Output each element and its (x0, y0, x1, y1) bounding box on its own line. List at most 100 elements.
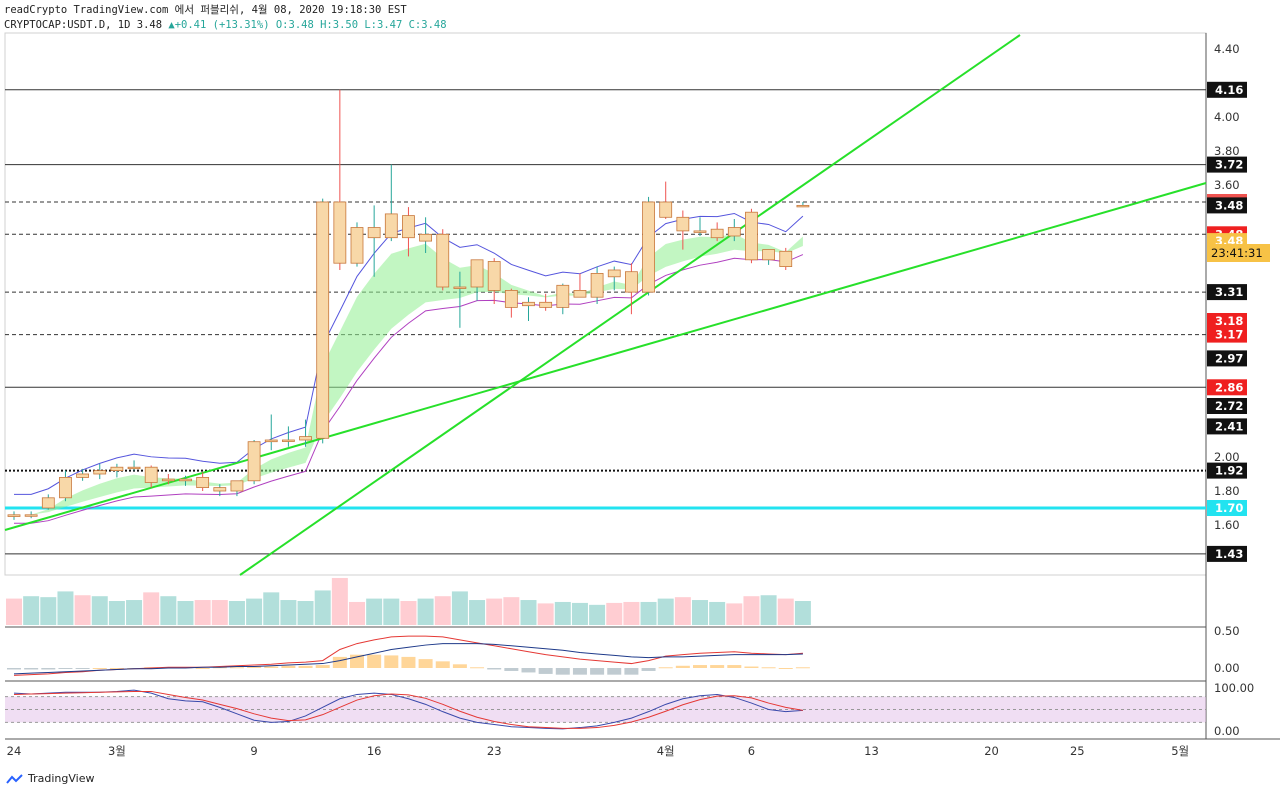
time-tick-label-1: 3월 (108, 744, 126, 758)
volume-bar-10 (177, 601, 194, 625)
candle-body (727, 227, 741, 237)
candle-body (796, 204, 810, 208)
volume-bar-45 (777, 598, 794, 625)
candle-body (41, 497, 55, 509)
macd-signal-line (13, 643, 803, 675)
rsi-tick-label: 0.00 (1214, 724, 1240, 738)
candle-body (333, 201, 347, 264)
price-label-11: 2.72 (1207, 398, 1247, 414)
price-label-bg (1207, 313, 1247, 329)
candle-32 (556, 283, 570, 315)
candle-40 (693, 217, 707, 236)
price-label-bg (1207, 156, 1247, 173)
candle-body (179, 478, 192, 482)
candle-21 (367, 205, 381, 277)
stoch-k-line (13, 689, 803, 730)
ohlc-info: O:3.48 H:3.50 L:3.47 C:3.48 (275, 19, 447, 31)
price-label-10: 2.86 (1207, 379, 1247, 396)
volume-bar-32 (554, 601, 571, 625)
volume-bar-9 (160, 596, 177, 625)
candle-body (590, 272, 604, 298)
volume-bar-37 (640, 601, 657, 625)
macd-hist-16 (281, 665, 296, 668)
candle-41 (710, 222, 724, 242)
volume-bar-42 (726, 603, 743, 625)
ema-slow-line (14, 254, 804, 524)
ema-cloud (14, 233, 803, 515)
price-label-0: 4.16 (1207, 81, 1247, 98)
candle-body (110, 466, 124, 472)
candle-8 (144, 465, 158, 488)
tradingview-logo-icon (6, 773, 23, 784)
volume-bar-20 (349, 601, 365, 625)
candle-body (642, 201, 655, 293)
candle-23 (402, 207, 415, 257)
price-label-bg (1207, 350, 1247, 367)
candle-29 (504, 288, 518, 318)
candle-body (76, 473, 89, 478)
macd-pane: 0.50 0.00 (7, 624, 1240, 676)
macd-hist-44 (761, 667, 776, 669)
time-tick-label-4: 23 (487, 744, 502, 758)
macd-hist-5 (92, 668, 107, 669)
candle-33 (573, 273, 587, 298)
macd-hist-35 (607, 668, 622, 675)
price-label-text: 1.43 (1215, 547, 1243, 561)
macd-hist-19 (332, 656, 347, 668)
chart-header: readCrypto TradingView.com 에서 퍼블리쉬, 4월 0… (4, 3, 447, 33)
candle-18 (316, 198, 330, 444)
candle-2 (41, 494, 55, 510)
volume-bar-5 (91, 596, 108, 625)
volume-bar-27 (469, 600, 486, 625)
trendline-shallow (4, 182, 1207, 531)
price-label-14: 1.70 (1207, 500, 1247, 516)
macd-hist-22 (384, 655, 399, 668)
candle-0 (7, 511, 21, 520)
candle-body (762, 249, 775, 261)
change-info: ▲+0.41 (+13.31%) (168, 19, 270, 31)
candle-11 (196, 472, 210, 491)
price-label-13: 1.92 (1207, 462, 1247, 479)
candle-45 (779, 247, 793, 270)
macd-hist-37 (641, 668, 656, 671)
candle-3 (59, 470, 72, 502)
macd-hist-11 (195, 668, 210, 669)
candle-36 (625, 263, 638, 315)
price-axis: 4.404.003.803.602.001.801.604.163.723.50… (1207, 42, 1270, 562)
macd-hist-24 (418, 659, 433, 668)
candle-body (625, 271, 638, 293)
volume-pane (6, 577, 811, 625)
candle-body (24, 514, 38, 517)
candle-body (539, 301, 553, 308)
price-label-bg (1207, 462, 1247, 479)
candle-44 (762, 249, 775, 265)
volume-bar-12 (211, 600, 228, 625)
macd-hist-33 (572, 668, 587, 675)
volume-bar-19 (331, 577, 348, 625)
candle-38 (659, 181, 673, 219)
candle-body (573, 289, 587, 298)
macd-hist-38 (658, 667, 673, 669)
candle-body (659, 201, 673, 218)
candle-42 (727, 219, 741, 242)
candle-body (504, 289, 518, 308)
candle-body (316, 201, 330, 439)
price-label-6: 3.31 (1207, 284, 1247, 301)
rsi-tick-label: 100.00 (1214, 681, 1254, 695)
price-label-1: 3.72 (1207, 156, 1247, 173)
time-tick-label-0: 24 (7, 744, 22, 758)
volume-bar-26 (451, 591, 468, 625)
macd-hist-6 (109, 668, 124, 669)
price-label-text: 3.48 (1215, 198, 1243, 212)
volume-bar-17 (297, 601, 314, 625)
candle-body (470, 259, 484, 288)
volume-bar-6 (108, 601, 125, 625)
price-label-9: 2.97 (1207, 350, 1247, 367)
candle-31 (539, 293, 553, 311)
main-price-pane[interactable] (4, 34, 1207, 576)
candle-body (384, 213, 398, 239)
candle-7 (127, 460, 141, 471)
candle-body (161, 478, 175, 482)
macd-tick-label: 0.00 (1214, 661, 1240, 675)
